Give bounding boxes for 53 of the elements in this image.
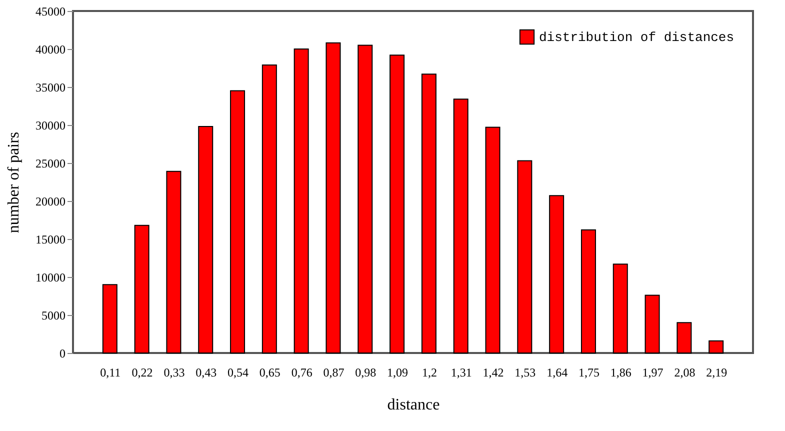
x-tick-label: 0,54 <box>228 366 249 380</box>
bar <box>517 160 532 354</box>
bar <box>612 264 628 354</box>
bar <box>390 54 405 354</box>
bar <box>421 74 436 354</box>
x-tick-label: 1,09 <box>387 366 408 380</box>
y-tick-label: 15000 <box>36 232 66 246</box>
x-tick-label: 1,75 <box>578 366 600 380</box>
x-tick-label: 1,53 <box>514 366 536 380</box>
x-tick-label: 2,08 <box>674 366 696 380</box>
bar <box>294 48 309 354</box>
bar <box>102 284 118 354</box>
x-tick-label: 0,98 <box>355 366 376 380</box>
bar <box>644 294 660 354</box>
y-tick-label: 30000 <box>36 118 66 132</box>
bar <box>676 322 692 354</box>
x-tick-label: 0,43 <box>196 366 217 380</box>
bar <box>549 195 564 354</box>
y-tick-label: 45000 <box>36 4 66 18</box>
y-tick-label: 25000 <box>36 156 66 170</box>
x-tick-label: 0,22 <box>132 366 153 380</box>
x-tick-label: 2,19 <box>706 366 728 380</box>
bar <box>326 42 341 354</box>
bar <box>166 170 182 354</box>
x-tick-label: 1,31 <box>450 366 472 380</box>
x-tick-label: 1,2 <box>422 366 437 380</box>
y-tick-label: 40000 <box>36 42 66 56</box>
bar <box>580 229 596 354</box>
x-tick-label: 0,65 <box>259 366 280 380</box>
x-tick-label: 1,42 <box>482 366 504 380</box>
bar <box>708 340 724 354</box>
y-tick-label: 5000 <box>42 308 66 322</box>
bar <box>453 98 468 354</box>
x-tick-label: 1,64 <box>546 366 568 380</box>
legend-label: distribution of distances <box>539 30 734 45</box>
y-axis-title: number of pairs <box>6 132 22 234</box>
bar <box>230 90 246 354</box>
bar <box>358 44 373 354</box>
bar <box>134 224 150 354</box>
y-tick-label: 35000 <box>36 80 66 94</box>
y-tick-label: 10000 <box>36 270 66 284</box>
x-tick-label: 0,76 <box>291 366 312 380</box>
x-tick-label: 1,86 <box>610 366 632 380</box>
bar <box>485 126 500 354</box>
y-tick-label: 20000 <box>36 194 66 208</box>
x-tick-label: 0,87 <box>323 366 344 380</box>
x-tick-label: 1,97 <box>642 366 664 380</box>
bar <box>198 126 214 354</box>
x-axis-title: distance <box>387 396 440 414</box>
y-tick-label: 0 <box>60 346 66 360</box>
x-tick-label: 0,33 <box>164 366 185 380</box>
bar <box>262 64 277 354</box>
x-tick-label: 0,11 <box>100 366 121 380</box>
